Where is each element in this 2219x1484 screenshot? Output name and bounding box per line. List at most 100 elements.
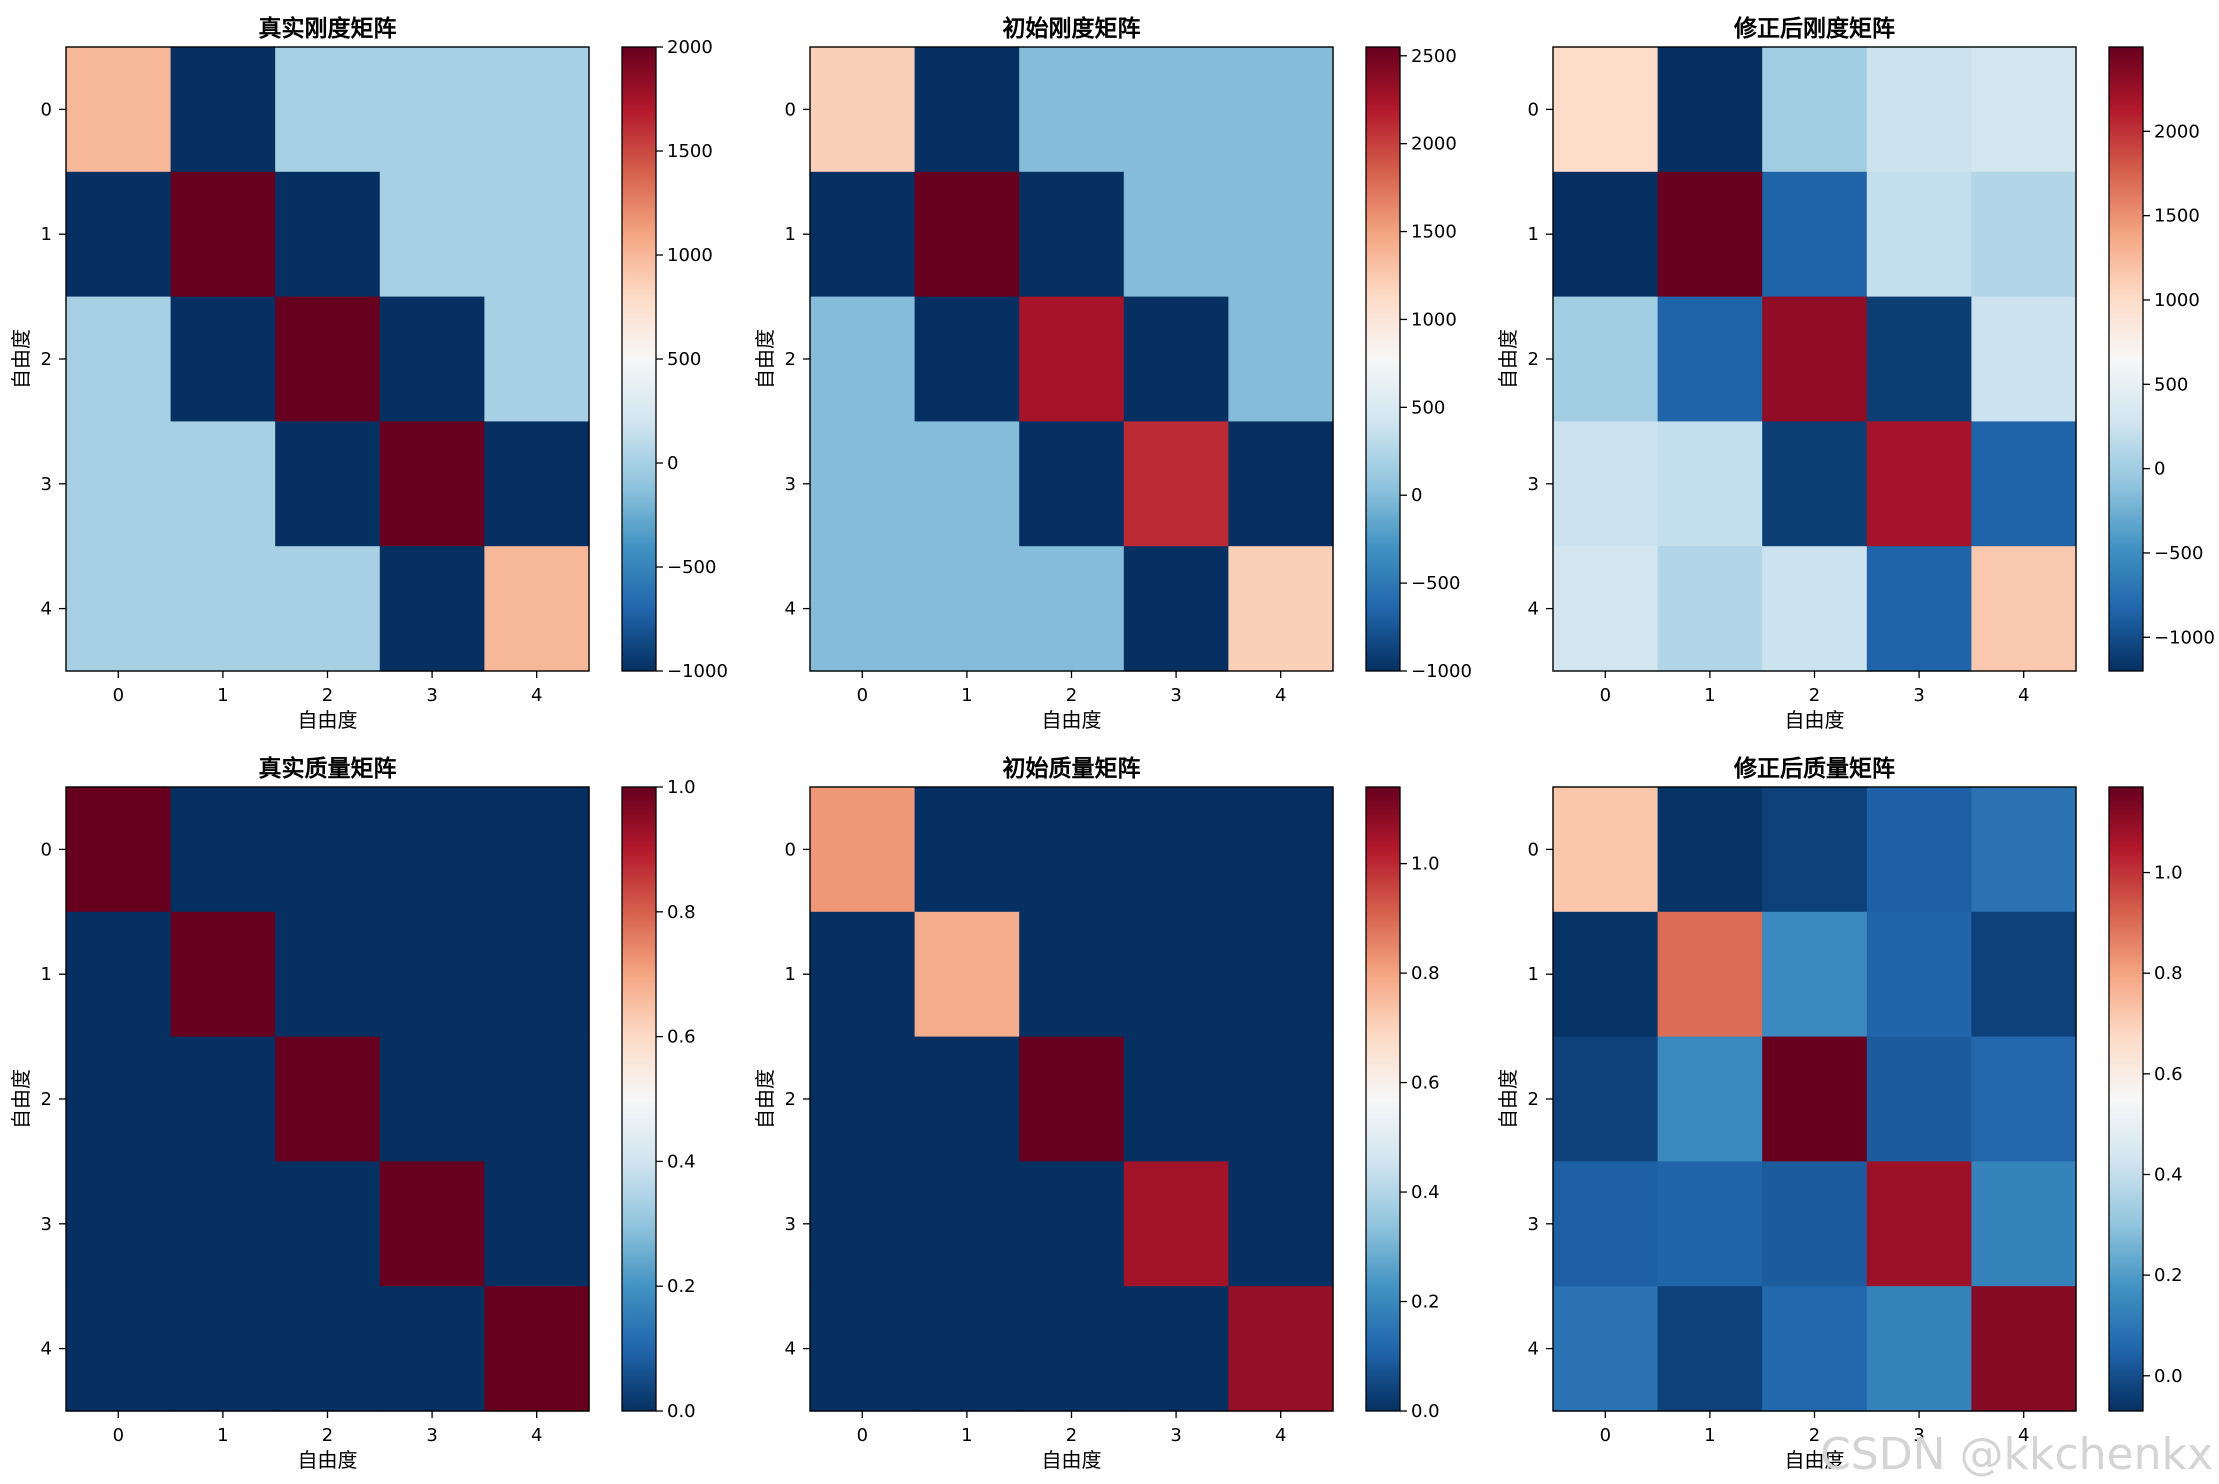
y-tick-label: 1 [1528,224,1539,245]
heatmap-cell-2-3 [1123,1036,1229,1162]
y-tick-label: 2 [41,349,52,370]
heatmap-cell-1-1 [914,911,1020,1038]
x-tick-label: 0 [113,1425,124,1446]
colorbar-tick-label: 0.8 [1411,963,1440,984]
y-tick-label: 1 [41,224,52,245]
colorbar-tick-label: −500 [2154,543,2203,564]
heatmap-cell-1-4 [1971,911,2077,1038]
y-axis-label: 自由度 [753,329,777,389]
x-tick-label: 4 [2018,685,2029,706]
heatmap-cell-4-3 [1123,1286,1229,1412]
colorbar-tick-label: 0.8 [667,902,696,923]
y-tick-label: 3 [41,474,52,495]
y-tick-label: 4 [1528,599,1539,620]
heatmap-cell-2-2 [1762,296,1868,422]
heatmap-cell-2-3 [1123,296,1229,422]
heatmap-cell-4-1 [1657,1286,1763,1412]
heatmap-cell-0-4 [1971,47,2077,173]
heatmap-cell-2-1 [170,1036,276,1162]
y-tick-label: 2 [1528,1089,1539,1110]
y-tick-label: 2 [785,349,796,370]
heatmap-cell-3-1 [1657,421,1763,547]
heatmap-cell-0-3 [1866,47,1972,173]
colorbar-tick-label: 0.0 [1411,1401,1440,1422]
heatmap-cell-3-2 [1762,1161,1868,1287]
x-tick-label: 3 [1170,685,1181,706]
heatmap-cell-4-0 [810,546,916,672]
heatmap-cell-3-0 [1553,1161,1659,1287]
colorbar-tick-label: 500 [2154,374,2188,395]
x-tick-label: 1 [217,1425,228,1446]
colorbar-tick-label: 500 [1411,397,1445,418]
heatmap-cell-2-4 [1228,1036,1334,1162]
heatmap-cell-1-0 [66,171,172,298]
x-tick-label: 1 [961,685,972,706]
heatmap-cell-1-2 [1762,911,1868,1038]
heatmap-cell-3-1 [1657,1161,1763,1287]
heatmap-cell-3-3 [379,421,485,547]
heatmap-cell-2-0 [66,296,172,422]
y-tick-label: 0 [1528,839,1539,860]
heatmap-cell-1-2 [1762,171,1868,298]
heatmap-cell-2-1 [914,296,1020,422]
x-tick-label: 4 [531,685,542,706]
heatmap-cell-2-2 [1019,1036,1125,1162]
heatmap-cell-1-2 [275,171,381,298]
y-tick-label: 1 [785,224,796,245]
heatmap-cell-3-4 [1971,421,2077,547]
y-axis-label: 自由度 [1496,329,1520,389]
y-tick-label: 4 [785,1339,796,1360]
heatmap-cell-2-0 [66,1036,172,1162]
x-axis-label: 自由度 [1785,1448,1845,1472]
colorbar-tick-label: 0.0 [2154,1366,2183,1387]
heatmap-cell-4-2 [275,1286,381,1412]
colorbar-tick-label: 1000 [667,245,713,266]
heatmap-cell-2-0 [810,296,916,422]
heatmap-cell-0-0 [810,47,916,173]
heatmap-cell-3-3 [1866,421,1972,547]
heatmap-cell-0-2 [1762,787,1868,913]
colorbar-tick-label: 1500 [667,141,713,162]
colorbar-tick-label: 2000 [667,37,713,58]
heatmap-cell-0-1 [170,787,276,913]
chart-title: 修正后质量矩阵 [1733,755,1895,782]
heatmap-cell-4-1 [1657,546,1763,672]
colorbar-tick-label: 2000 [1411,134,1457,155]
heatmap-cell-2-4 [1971,296,2077,422]
heatmap-cell-0-2 [1019,47,1125,173]
heatmap-cell-3-2 [275,421,381,547]
heatmap-cell-3-0 [66,1161,172,1287]
heatmap-cell-2-4 [1971,1036,2077,1162]
colorbar-tick-label: 0 [1411,485,1422,506]
heatmap-cell-0-0 [1553,787,1659,913]
y-tick-label: 1 [41,964,52,985]
y-axis-label: 自由度 [753,1069,777,1129]
heatmap-cell-3-3 [379,1161,485,1287]
x-tick-label: 2 [322,1425,333,1446]
heatmap-cell-0-0 [66,47,172,173]
x-tick-label: 2 [1809,1425,1820,1446]
colorbar-tick-label: 1.0 [667,777,696,798]
heatmap-cell-4-0 [1553,1286,1659,1412]
heatmap-cell-3-2 [1019,1161,1125,1287]
heatmap-cell-2-1 [1657,296,1763,422]
y-tick-label: 3 [41,1214,52,1235]
colorbar-tick-label: −1000 [667,661,728,682]
colorbar-tick-label: 500 [667,349,701,370]
heatmap-cell-1-0 [1553,171,1659,298]
colorbar-tick-label: 2500 [1411,46,1457,67]
heatmap-cell-0-1 [170,47,276,173]
y-tick-label: 0 [785,839,796,860]
heatmap-cell-3-0 [1553,421,1659,547]
heatmap-cell-4-3 [379,546,485,672]
y-tick-label: 4 [1528,1339,1539,1360]
heatmap-cell-4-4 [484,546,590,672]
heatmap-cell-1-3 [1123,911,1229,1038]
colorbar-tick-label: 2000 [2154,121,2200,142]
colorbar [1365,786,1401,1412]
colorbar [2108,46,2144,672]
heatmap-cell-3-4 [484,1161,590,1287]
